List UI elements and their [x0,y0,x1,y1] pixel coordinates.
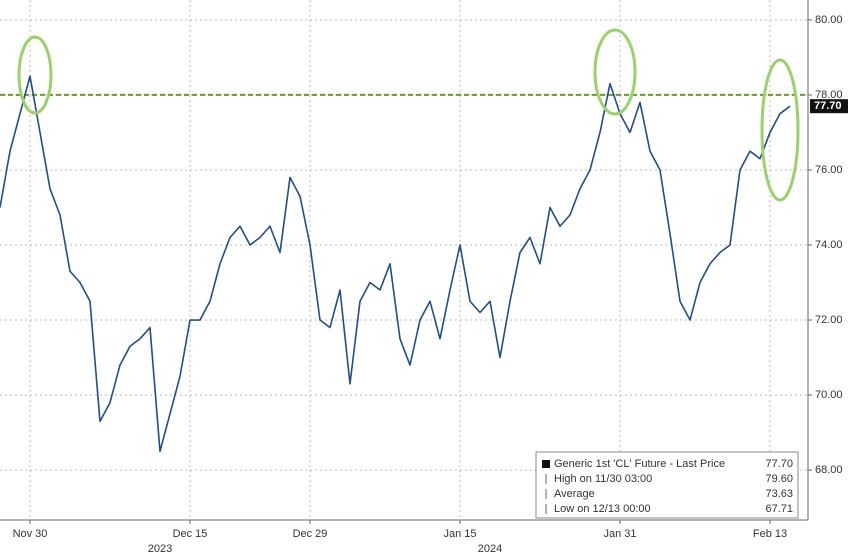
legend-value: 67.71 [765,503,793,515]
legend: Generic 1st 'CL' Future - Last Price 77.7… [535,451,799,519]
y-tick-label: 72.00 [815,314,843,326]
year-label: 2024 [478,543,502,555]
legend-box [535,451,799,519]
x-tick-label: Feb 13 [753,528,787,540]
price-line [0,75,791,453]
year-label: 2023 [148,543,172,555]
highlight-ellipse [593,28,637,116]
y-tick-label: 70.00 [815,389,843,401]
y-tick-label: 74.00 [815,239,843,251]
legend-label: Average [554,488,595,500]
x-tick-label: Jan 31 [603,528,636,540]
y-tick-label: 80.00 [815,14,843,26]
legend-label: Low on 12/13 00:00 [554,503,651,515]
legend-value: 79.60 [765,473,793,485]
legend-swatch [542,460,550,468]
x-tick-label: Jan 15 [443,528,476,540]
legend-value: 77.70 [765,458,793,470]
y-tick-label: 68.00 [815,464,843,476]
legend-label: High on 11/30 03:00 [554,473,652,485]
highlight-ellipse [17,35,53,115]
last-price-label: 77.70 [814,100,842,112]
y-tick-label: 76.00 [815,164,843,176]
x-tick-label: Dec 29 [293,528,328,540]
x-tick-label: Dec 15 [173,528,208,540]
highlight-ellipse [760,58,800,202]
last-price-tag [810,99,848,114]
legend-value: 73.63 [765,488,793,500]
x-tick-label: Nov 30 [13,528,48,540]
legend-label: Generic 1st 'CL' Future - Last Price [554,458,725,470]
y-tick-label: 78.00 [815,89,843,101]
